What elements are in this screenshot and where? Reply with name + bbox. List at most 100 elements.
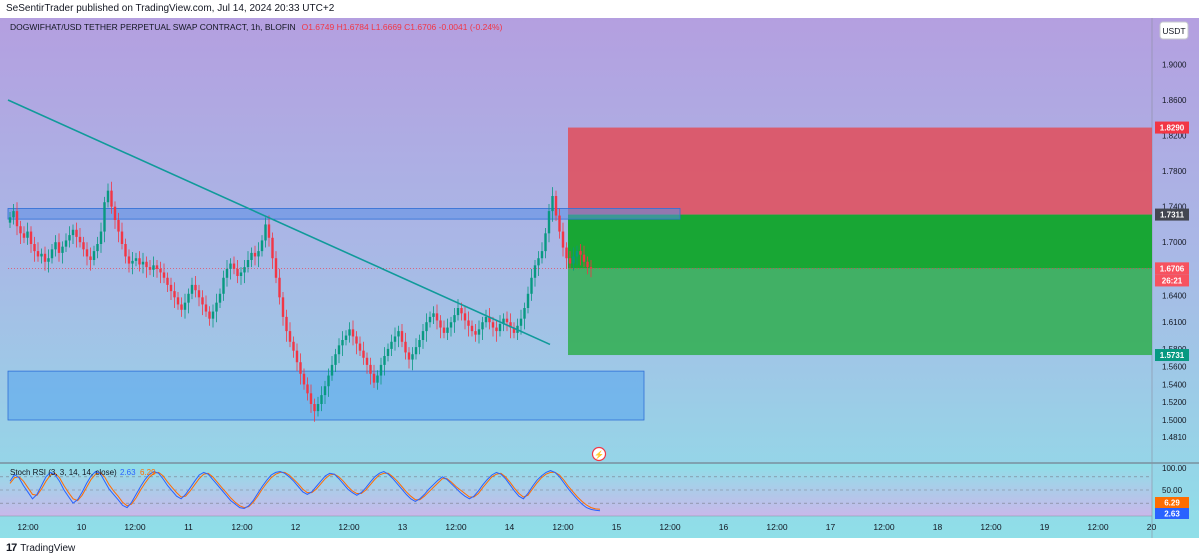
candle-body [467,320,470,326]
candle-body [348,329,351,336]
candle-body [124,244,127,257]
candle-body [183,302,187,310]
candle-body [85,249,89,257]
candle-body [229,263,232,269]
candle-body [379,364,383,376]
candle-body [554,196,558,216]
time-tick-label: 10 [77,522,87,532]
candle-body [253,252,257,257]
candles [8,181,593,422]
candle-body [442,327,446,333]
candle-body [561,231,565,248]
take-profit-zone [568,268,1152,356]
candle-body [187,293,190,303]
time-axis[interactable]: 12:00 10 12:00 11 12:00 12 12:00 13 12:00 14 12:00… [17,522,1156,532]
candle-body [376,375,379,383]
candle-body [250,252,253,260]
candle-body [397,331,400,337]
candle-body [558,215,561,232]
candle-body [530,277,533,294]
rsi-tick-label: 50.00 [1162,486,1183,495]
candle-body [201,297,204,305]
candle-body [208,311,211,319]
candle-body [12,211,15,218]
candle-body [285,316,288,332]
candle-body [68,235,71,241]
candle-body [246,260,250,268]
candle-body [138,258,141,265]
candle-body [432,313,435,317]
time-tick-label: 12:00 [659,522,681,532]
price-badge-label: 1.5731 [1160,351,1185,360]
price-badge [1155,262,1189,275]
candle-body [215,302,218,312]
descending-trendline[interactable] [7,99,551,346]
candle-body [103,202,106,232]
candle-body [26,231,29,238]
candle-body [180,304,183,310]
price-axis[interactable]: 1.9000 1.8600 1.8200 1.7800 1.7400 1.7000 1.64… [1155,60,1189,519]
candle-body [292,341,295,351]
candle-body [453,315,456,323]
candle-body [89,256,92,260]
candle-body [460,308,463,314]
rsi-d-value: 6.29 [140,468,156,477]
candle-body [166,277,169,285]
candle-body [243,267,246,273]
candle-body [565,247,568,259]
candle-body [36,251,40,257]
price-tick-label: 1.6400 [1162,292,1187,301]
alert-marker[interactable]: ⚡ [591,446,607,462]
candle-body [400,331,404,342]
lightning-icon[interactable]: ⚡ [594,450,604,460]
candle-body [162,272,166,278]
price-tick-label: 1.6100 [1162,318,1187,327]
candle-body [236,268,239,276]
price-tick-label: 1.5200 [1162,398,1187,407]
candle-body [477,329,481,335]
chart-frame[interactable]: 1.9000 1.8600 1.8200 1.7800 1.7400 1.7000 1.64… [0,18,1199,538]
currency-button[interactable]: USDT [1159,21,1189,40]
candle-body [435,313,439,321]
candle-body [197,290,201,298]
candle-body [134,258,138,261]
candle-body [463,313,467,321]
candle-body [449,322,453,328]
candle-body [369,364,372,374]
time-tick-label: 12 [291,522,301,532]
stop-loss-zone [568,127,1152,215]
candle-body [414,347,418,355]
candle-body [540,251,544,259]
candle-body [393,336,397,342]
candle-body [568,258,572,264]
rsi-badge-label: 6.29 [1164,499,1180,508]
candle-body [50,249,54,259]
candle-body [512,327,516,333]
trendline-layer[interactable] [7,99,551,346]
candle-body [264,224,267,241]
candle-body [351,329,355,337]
price-badge [1155,349,1189,362]
time-tick-label: 14 [505,522,515,532]
rsi-k-value: 2.63 [120,468,136,477]
candle-body [190,284,194,294]
tradingview-logo[interactable]: 17 TradingView [6,542,75,554]
candle-body [57,242,61,253]
currency-label[interactable]: USDT [1162,26,1185,36]
time-tick-label: 17 [826,522,836,532]
candle-body [33,244,36,252]
candle-body [47,258,50,262]
price-chart-svg[interactable]: 1.9000 1.8600 1.8200 1.7800 1.7400 1.7000 1.64… [0,18,1199,538]
candle-body [113,206,117,220]
candle-body [498,324,502,332]
supply-zone-box [7,208,681,220]
rsi-badge [1155,497,1189,508]
candle-body [526,293,530,308]
candle-body [141,261,145,265]
price-tick-label: 1.8600 [1162,96,1187,105]
candle-body [96,244,99,252]
candle-body [131,260,134,264]
time-tick-label: 19 [1040,522,1050,532]
rsi-badge-label: 2.63 [1164,510,1180,519]
time-tick-label: 12:00 [17,522,39,532]
